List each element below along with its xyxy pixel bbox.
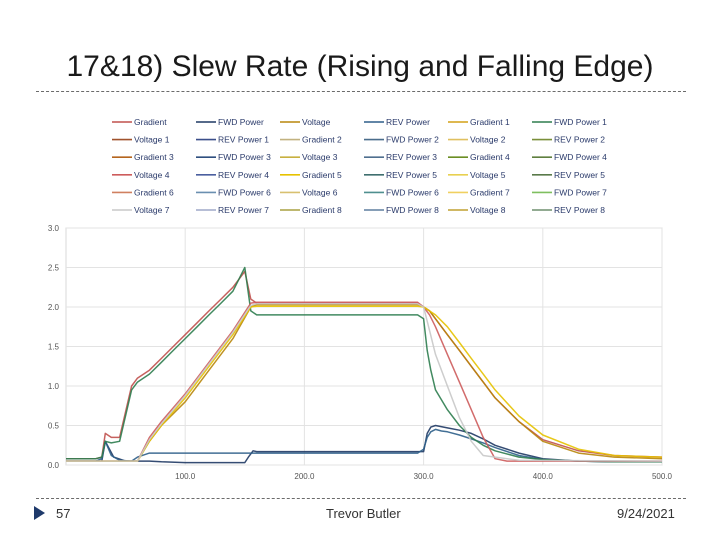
bullet-arrow-icon	[34, 506, 45, 520]
legend-label: Voltage 1	[134, 135, 170, 145]
legend-label: FWD Power 2	[386, 135, 439, 145]
legend-label: Voltage 3	[302, 152, 338, 162]
legend-label: Gradient 1	[470, 117, 510, 127]
legend-label: Gradient 3	[134, 152, 174, 162]
legend-label: Gradient 4	[470, 152, 510, 162]
y-tick-label: 1.5	[48, 343, 60, 352]
legend-label: REV Power 7	[218, 205, 269, 215]
series-line-voltage	[66, 303, 663, 462]
legend-label: FWD Power 8	[386, 205, 439, 215]
series-line-voltage-7	[66, 303, 663, 462]
legend-label: REV Power 4	[218, 170, 269, 180]
legend-label: Gradient 5	[302, 170, 342, 180]
chart-series	[66, 266, 663, 464]
y-tick-label: 2.5	[48, 264, 60, 273]
legend-label: FWD Power 6	[386, 187, 439, 197]
x-tick-label: 100.0	[175, 472, 196, 480]
legend-label: Voltage	[302, 117, 331, 127]
legend-label: REV Power 2	[554, 135, 605, 145]
series-line-fwd-power-1	[66, 266, 662, 463]
page-number: 57	[56, 506, 71, 521]
y-tick-label: 2.0	[48, 303, 60, 312]
series-line-voltage-4	[66, 301, 662, 462]
x-tick-label: 200.0	[294, 472, 315, 480]
legend-label: Voltage 4	[134, 170, 170, 180]
legend-label: Gradient 8	[302, 205, 342, 215]
chart-legend: Gradient FWD Power Voltage REV Power Gradien…	[112, 117, 607, 215]
y-tick-label: 3.0	[48, 224, 60, 233]
legend-label: Voltage 8	[470, 205, 506, 215]
legend-label: FWD Power 7	[554, 187, 607, 197]
x-tick-label: 500.0	[652, 472, 673, 480]
legend-label: FWD Power 3	[218, 152, 271, 162]
chart-ticks: 0.0 0.5 1.0 1.5 2.0 2.5 3.0 100.0 200.0 300.0 400.…	[48, 224, 673, 480]
bottom-divider	[36, 498, 686, 499]
y-tick-label: 0.0	[48, 461, 60, 470]
legend-label: Voltage 7	[134, 205, 170, 215]
legend-label: Gradient 2	[302, 135, 342, 145]
legend-label: Gradient 7	[470, 187, 510, 197]
legend-label: FWD Power	[218, 117, 264, 127]
legend-label: FWD Power 6	[218, 187, 271, 197]
legend-label: Gradient	[134, 117, 167, 127]
legend-label: FWD Power 4	[554, 152, 607, 162]
line-chart: Gradient FWD Power Voltage REV Power Gradien…	[48, 117, 673, 480]
legend-label: REV Power	[386, 117, 430, 127]
legend-label: REV Power 8	[554, 205, 605, 215]
x-tick-label: 400.0	[533, 472, 554, 480]
legend-label: Voltage 5	[470, 170, 506, 180]
y-tick-label: 1.0	[48, 382, 60, 391]
legend-label: Voltage 6	[302, 187, 338, 197]
x-tick-label: 300.0	[414, 472, 435, 480]
legend-label: REV Power 3	[386, 152, 437, 162]
chart-grid	[65, 227, 663, 466]
slide-title: 17&18) Slew Rate (Rising and Falling Edg…	[66, 50, 654, 83]
y-tick-label: 0.5	[48, 422, 60, 431]
footer-date: 9/24/2021	[617, 506, 675, 521]
footer-author: Trevor Butler	[326, 506, 401, 521]
legend-label: REV Power 1	[218, 135, 269, 145]
legend-label: REV Power 5	[386, 170, 437, 180]
top-divider	[36, 91, 686, 92]
legend-label: Voltage 2	[470, 135, 506, 145]
legend-label: Gradient 6	[134, 187, 174, 197]
series-line-gradient-5	[66, 305, 663, 462]
legend-label: REV Power 5	[554, 170, 605, 180]
legend-label: FWD Power 1	[554, 117, 607, 127]
